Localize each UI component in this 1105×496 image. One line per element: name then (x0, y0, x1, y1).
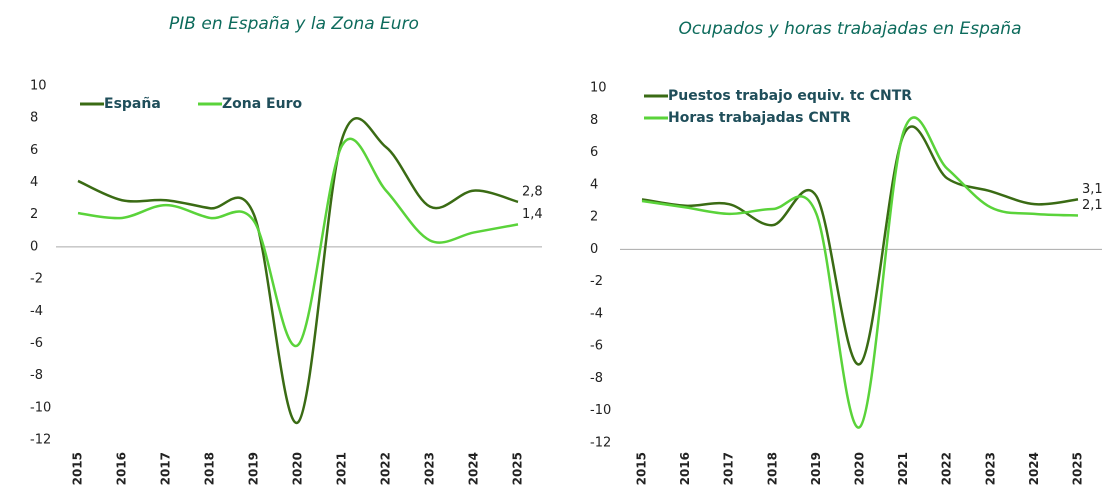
x-tick-label: 2019 (809, 452, 823, 485)
y-tick-label: -8 (590, 371, 603, 386)
y-tick-label: 8 (590, 113, 598, 128)
y-tick-label: -6 (590, 339, 603, 354)
y-tick-label: 2 (30, 207, 38, 222)
y-tick-label: -8 (30, 368, 43, 383)
x-tick-label: 2024 (1027, 452, 1041, 485)
y-tick-label: -6 (30, 336, 43, 351)
x-tick-label: 2018 (765, 452, 779, 485)
y-tick-label: 10 (30, 79, 47, 94)
x-tick-label: 2020 (853, 452, 867, 485)
legend-label: Horas trabajadas CNTR (668, 110, 851, 126)
x-tick-label: 2022 (940, 452, 954, 485)
y-tick-label: -2 (590, 274, 603, 289)
y-tick-label: -12 (590, 436, 611, 451)
legend-label: España (104, 96, 161, 112)
chart-title: Ocupados y horas trabajadas en España (679, 19, 1022, 39)
x-tick-label: 2021 (335, 452, 349, 485)
x-tick-label: 2015 (71, 452, 85, 485)
legend-label: Zona Euro (222, 96, 302, 112)
y-tick-label: 0 (30, 239, 38, 254)
x-tick-label: 2021 (896, 452, 910, 485)
x-tick-label: 2023 (423, 452, 437, 485)
data-label: 2,1 (1082, 198, 1103, 213)
y-tick-label: -4 (590, 306, 603, 321)
chart-title: PIB en España y la Zona Euro (169, 14, 419, 34)
y-tick-label: 6 (30, 143, 38, 158)
line-series (641, 125, 1079, 366)
x-tick-label: 2016 (678, 452, 692, 485)
y-tick-label: -10 (30, 400, 51, 415)
x-tick-label: 2024 (467, 452, 481, 485)
data-label: 2,8 (522, 184, 543, 199)
line-series (77, 117, 519, 424)
y-tick-label: 10 (590, 81, 607, 96)
x-tick-label: 2020 (291, 452, 305, 485)
x-tick-label: 2025 (511, 452, 525, 485)
data-label: 3,1 (1082, 182, 1103, 197)
x-tick-label: 2025 (1071, 452, 1085, 485)
y-tick-label: 2 (590, 210, 598, 225)
data-label: 1,4 (522, 207, 543, 222)
y-tick-label: -10 (590, 403, 611, 418)
y-tick-label: 4 (30, 175, 38, 190)
x-tick-label: 2022 (379, 452, 393, 485)
y-tick-label: -2 (30, 272, 43, 287)
x-tick-label: 2016 (115, 452, 129, 485)
x-tick-label: 2023 (983, 452, 997, 485)
legend-label: Puestos trabajo equiv. tc CNTR (668, 88, 912, 104)
y-tick-label: 0 (590, 242, 598, 257)
x-tick-label: 2019 (247, 452, 261, 485)
line-series (641, 116, 1079, 429)
x-tick-label: 2017 (722, 452, 736, 485)
x-tick-label: 2015 (635, 452, 649, 485)
y-tick-label: -4 (30, 304, 43, 319)
x-tick-label: 2018 (203, 452, 217, 485)
y-tick-label: -12 (30, 433, 51, 448)
line-series (77, 137, 519, 348)
y-tick-label: 6 (590, 145, 598, 160)
x-tick-label: 2017 (159, 452, 173, 485)
y-tick-label: 4 (590, 177, 598, 192)
y-tick-label: 8 (30, 111, 38, 126)
